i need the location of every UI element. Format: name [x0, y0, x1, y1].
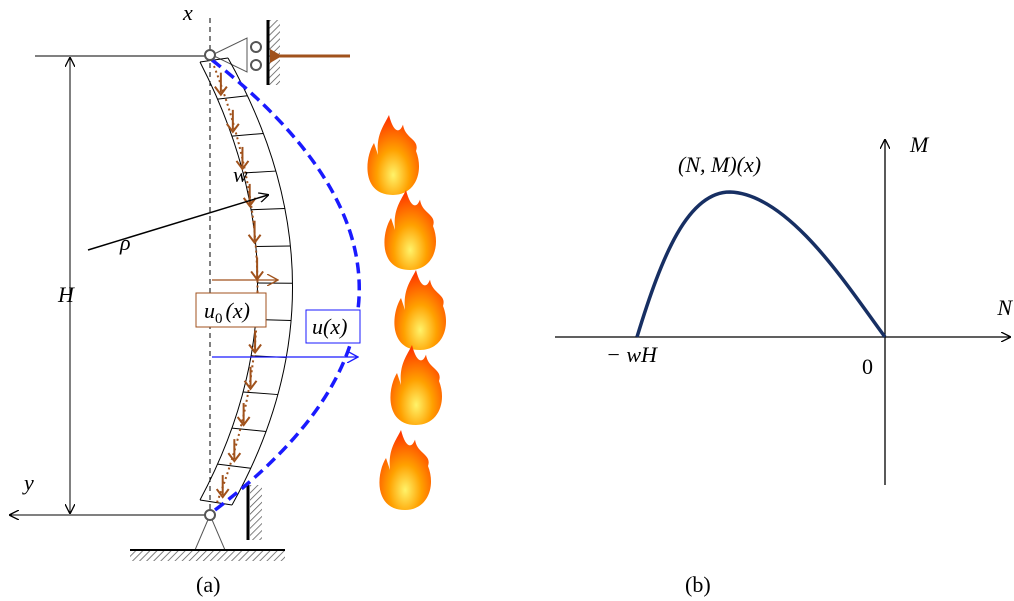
pin — [205, 50, 215, 60]
section-line — [243, 171, 276, 173]
caption-b: (b) — [685, 572, 711, 597]
radius-line — [88, 195, 268, 250]
beam-sections — [218, 96, 293, 469]
flame — [367, 115, 419, 195]
panel-a: x y w ρ H u0(x) u(x) (a) — [10, 0, 446, 597]
intercept-label: − wH — [606, 342, 658, 367]
top-wall — [268, 20, 280, 85]
bottom-wall — [250, 485, 262, 540]
origin-label: 0 — [862, 354, 873, 379]
flame — [384, 190, 436, 270]
page: {"panel_a":{"axis_x":"x","axis_y":"y","l… — [0, 0, 1014, 601]
load-path — [214, 66, 258, 505]
curve-label: (N, M)(x) — [678, 152, 761, 177]
axis-x-label: x — [182, 0, 193, 25]
argument: (x) — [226, 298, 250, 323]
section-line — [243, 392, 278, 395]
top-support — [212, 38, 247, 72]
deflection-label: u(x) — [312, 314, 347, 339]
panel-b: (N, M)(x) M N − wH 0 (b) — [555, 132, 1013, 597]
figure: x y w ρ H u0(x) u(x) (a) (N, M)(x) M N −… — [0, 0, 1014, 601]
caption-a: (a) — [196, 572, 220, 597]
subscript: 0 — [215, 311, 223, 327]
load-label: w — [233, 162, 248, 187]
axis-y-label: y — [22, 470, 34, 495]
initial-deflection-label: u0(x) — [204, 298, 250, 327]
height-label: H — [57, 282, 75, 307]
flame — [390, 345, 442, 425]
pin — [205, 510, 215, 520]
radius-label: ρ — [119, 230, 131, 255]
roller — [251, 60, 261, 70]
symbol: u — [204, 298, 215, 323]
section-line — [218, 464, 251, 468]
m-axis-label: M — [909, 132, 930, 157]
n-axis-label: N — [996, 295, 1013, 320]
ground — [130, 551, 285, 561]
distributed-load — [215, 73, 263, 497]
fire — [367, 115, 446, 510]
roller — [251, 42, 261, 52]
flame — [394, 270, 446, 350]
section-line — [218, 96, 248, 99]
beam-end — [200, 500, 232, 505]
interaction-curve — [637, 192, 885, 337]
section-line — [251, 209, 285, 210]
section-line — [232, 428, 266, 431]
flame — [379, 430, 431, 510]
